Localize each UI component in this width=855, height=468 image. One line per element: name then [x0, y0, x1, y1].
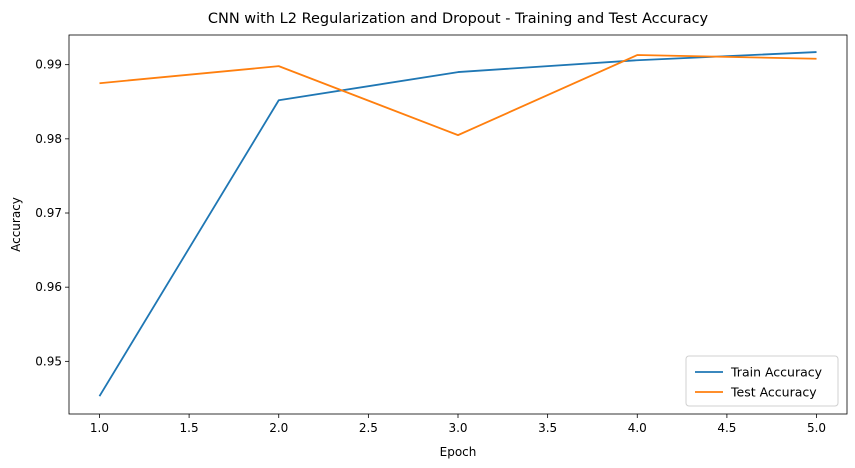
y-tick-label: 0.97	[35, 206, 62, 220]
y-tick-label: 0.96	[35, 280, 62, 294]
x-tick-label: 5.0	[807, 421, 826, 435]
x-tick-label: 4.0	[628, 421, 647, 435]
x-tick-label: 1.5	[180, 421, 199, 435]
x-axis: 1.0 1.5 2.0 2.5 3.0 3.5 4.0 4.5 5.0	[90, 414, 826, 435]
y-tick-label: 0.98	[35, 132, 62, 146]
y-tick-label: 0.99	[35, 58, 62, 72]
x-axis-title: Epoch	[440, 445, 477, 459]
x-tick-label: 3.0	[448, 421, 467, 435]
series-line-test-accuracy	[99, 54, 817, 137]
x-tick-label: 2.0	[269, 421, 288, 435]
legend-box	[685, 355, 839, 407]
series-line-train-accuracy	[98, 51, 817, 397]
x-tick-label: 3.5	[538, 421, 557, 435]
x-tick-label: 4.5	[717, 421, 736, 435]
x-tick-label: 1.0	[90, 421, 109, 435]
series-layer	[98, 51, 817, 397]
y-axis: 0.95 0.96 0.97 0.98 0.99	[35, 58, 69, 368]
legend-label: Test Accuracy	[730, 385, 817, 400]
y-tick-label: 0.95	[35, 354, 62, 368]
y-axis-title: Accuracy	[9, 197, 23, 252]
legend: Train Accuracy Test Accuracy	[685, 355, 839, 407]
legend-label: Train Accuracy	[730, 365, 823, 380]
chart-title: CNN with L2 Regularization and Dropout -…	[208, 11, 709, 27]
x-tick-label: 2.5	[359, 421, 378, 435]
